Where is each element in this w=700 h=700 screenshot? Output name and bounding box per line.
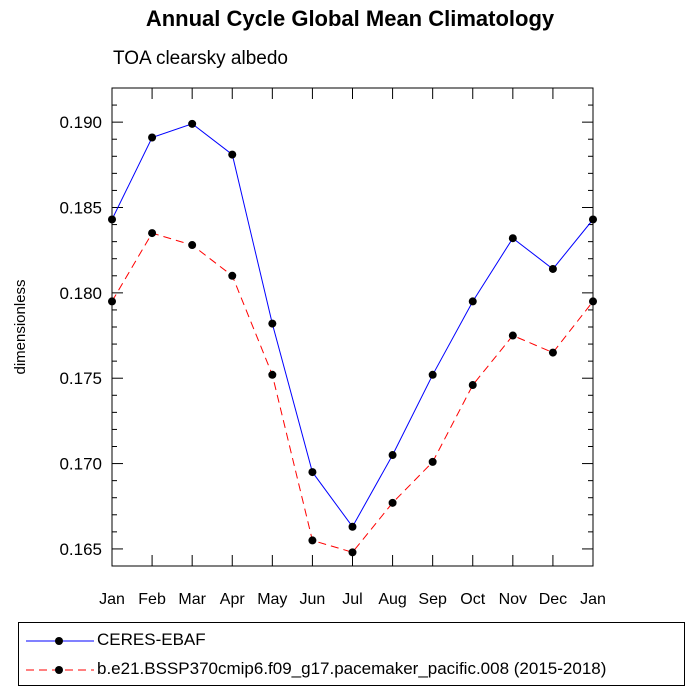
y-axis-label: dimensionless: [12, 279, 29, 374]
series-0-point: [548, 264, 557, 273]
series-1-point: [108, 297, 116, 306]
series-0-point: [268, 319, 277, 328]
chart-subtitle: TOA clearsky albedo: [113, 48, 288, 69]
legend-entry-ceres: CERES-EBAF: [19, 626, 684, 656]
legend-swatch-ceres: [26, 637, 94, 645]
series-0-point: [108, 215, 116, 224]
plot-frame: [111, 87, 594, 567]
series-0-point: [348, 522, 357, 531]
series-1-point: [548, 348, 557, 357]
x-tick-label: Feb: [138, 591, 166, 608]
legend-entry-model: b.e21.BSSP370cmip6.f09_g17.pacemaker_pac…: [19, 655, 684, 685]
x-tick-label: Dec: [539, 591, 567, 608]
series-1-point: [348, 548, 357, 557]
y-tick-label: 0.180: [59, 284, 102, 303]
series-1-point: [589, 297, 597, 306]
series-0-point: [308, 468, 317, 477]
ticks-layer: 0.165 0.170 0.175 0.180 0.185 0.190 Jan Feb Mar A…: [59, 87, 606, 608]
x-tick-label: Jan: [99, 591, 125, 608]
series-1-point: [268, 370, 277, 379]
x-tick-label: Apr: [220, 591, 246, 608]
y-tick-label: 0.170: [59, 455, 102, 474]
series-0-point: [428, 370, 437, 379]
y-tick-label: 0.190: [59, 113, 102, 132]
series-1-point: [388, 498, 397, 507]
x-tick-label: Aug: [378, 591, 406, 608]
series-0-point: [468, 297, 477, 306]
series-layer: [108, 119, 597, 557]
legend: CERES-EBAF b.e21.BSSP370cmip6.f09_g17.pa…: [18, 622, 685, 686]
x-tick-label: Nov: [499, 591, 527, 608]
series-0-point: [228, 150, 237, 159]
series-line-1: [111, 232, 594, 553]
series-1-point: [148, 229, 157, 238]
x-tick-label: Oct: [460, 591, 485, 608]
legend-swatch-model: [26, 666, 94, 674]
legend-label-ceres: CERES-EBAF: [97, 630, 206, 649]
legend-label-model: b.e21.BSSP370cmip6.f09_g17.pacemaker_pac…: [97, 659, 607, 678]
series-0-point: [589, 215, 597, 224]
x-tick-label: Sep: [418, 591, 447, 608]
series-1-point: [228, 271, 237, 280]
x-tick-label: Jun: [300, 591, 326, 608]
x-tick-label: Mar: [178, 591, 206, 608]
x-tick-label: Jan: [580, 591, 606, 608]
series-1-point: [508, 331, 517, 340]
series-0-point: [148, 133, 157, 142]
x-tick-label: May: [257, 591, 287, 608]
y-tick-label: 0.185: [59, 199, 102, 218]
series-1-point: [188, 241, 197, 250]
x-tick-label: Jul: [342, 591, 362, 608]
series-0-point: [388, 451, 397, 460]
y-tick-label: 0.165: [59, 540, 102, 559]
y-tick-label: 0.175: [59, 369, 102, 388]
series-1-point: [308, 536, 317, 545]
series-1-point: [428, 457, 437, 466]
chart-title: Annual Cycle Global Mean Climatology: [145, 6, 555, 31]
series-0-point: [188, 119, 197, 128]
chart-plot: dimensionless 0.1650.1700.1750.1800.1850…: [12, 87, 606, 608]
series-0-point: [508, 234, 517, 243]
series-1-point: [468, 381, 477, 390]
series-line-0: [111, 123, 594, 528]
